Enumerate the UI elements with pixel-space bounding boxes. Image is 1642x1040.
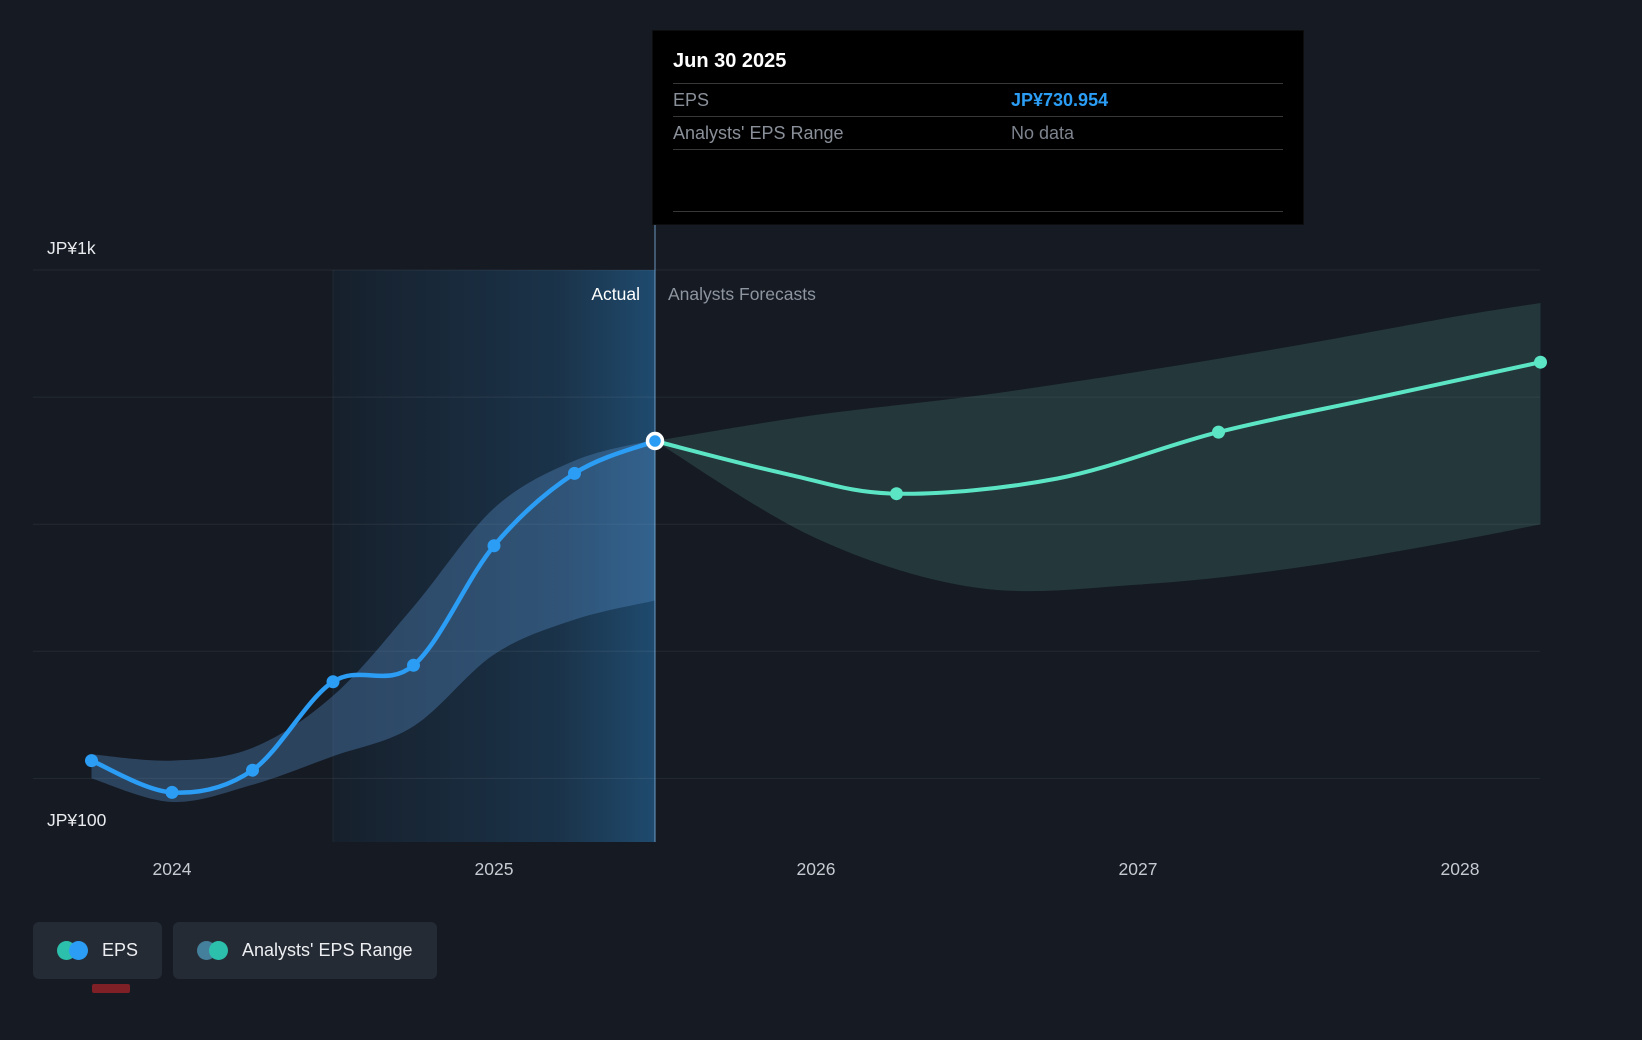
tooltip-separator bbox=[673, 116, 1283, 117]
chart-tooltip: Jun 30 2025 EPS JP¥730.954 Analysts' EPS… bbox=[652, 30, 1304, 225]
actual-section-label: Actual bbox=[591, 284, 640, 304]
forecast-section-label: Analysts Forecasts bbox=[668, 284, 816, 304]
x-axis: 2024 2025 2026 2027 2028 bbox=[0, 859, 1642, 883]
tooltip-eps-range-value: No data bbox=[1011, 122, 1075, 143]
legend-eps-range-button[interactable]: Analysts' EPS Range bbox=[173, 922, 437, 979]
legend-eps-button[interactable]: EPS bbox=[33, 922, 163, 979]
x-axis-tick: 2028 bbox=[1440, 859, 1480, 879]
y-axis-label-min: JP¥100 bbox=[47, 810, 107, 830]
legend-eps-label: EPS bbox=[102, 940, 139, 960]
tooltip-spacer bbox=[673, 150, 1283, 211]
x-axis-tick: 2026 bbox=[796, 859, 836, 879]
tooltip-eps-value: JP¥730.954 bbox=[1011, 89, 1109, 110]
y-axis-label-max: JP¥1k bbox=[47, 238, 96, 258]
eps-series-dots-icon bbox=[57, 941, 88, 960]
tooltip-separator bbox=[673, 149, 1283, 150]
x-axis-tick: 2024 bbox=[152, 859, 192, 879]
legend: EPS Analysts' EPS Range bbox=[33, 922, 437, 979]
watermark-fragment bbox=[92, 984, 130, 993]
tooltip-eps-range-label: Analysts' EPS Range bbox=[673, 122, 844, 143]
eps-range-series-dots-icon bbox=[197, 941, 229, 960]
tooltip-date: Jun 30 2025 bbox=[673, 50, 787, 72]
tooltip-separator bbox=[673, 211, 1283, 212]
x-axis-tick: 2027 bbox=[1118, 859, 1158, 879]
x-axis-tick: 2025 bbox=[474, 859, 514, 879]
tooltip-separator bbox=[673, 83, 1283, 84]
tooltip-row-eps: EPS JP¥730.954 bbox=[673, 84, 1283, 116]
legend-eps-range-label: Analysts' EPS Range bbox=[242, 940, 413, 960]
tooltip-row-eps-range: Analysts' EPS Range No data bbox=[673, 117, 1283, 149]
tooltip-eps-label: EPS bbox=[673, 89, 710, 110]
